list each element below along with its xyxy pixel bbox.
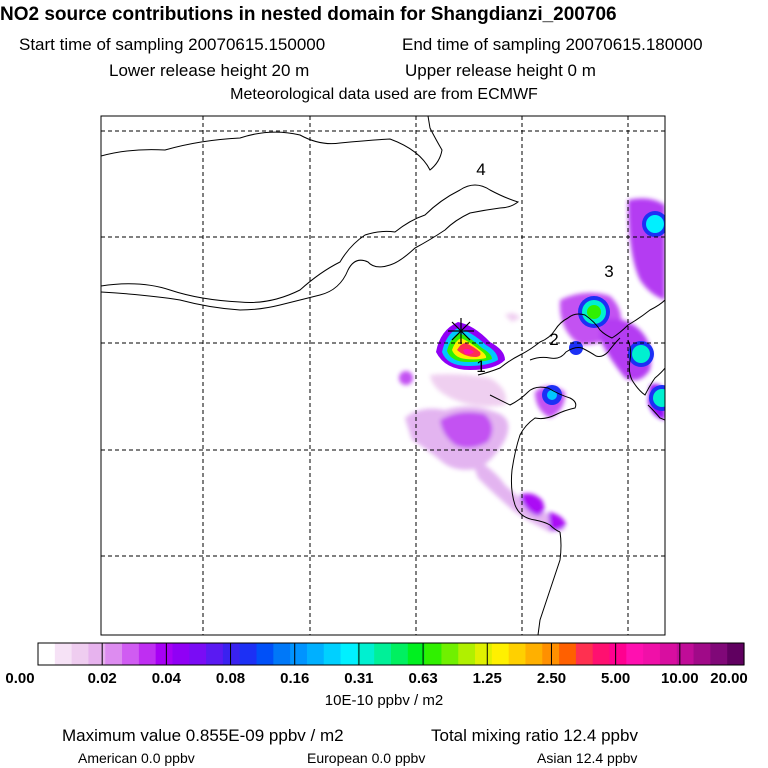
colorbar-segment: [441, 643, 459, 665]
colorbar-segment: [273, 643, 291, 665]
colorbar-segment: [592, 643, 611, 665]
border-mongolia: [101, 184, 520, 311]
region-label-1: 1: [476, 357, 485, 376]
hotspot-ne: [578, 296, 610, 328]
coast-shandong: [489, 386, 577, 533]
border-north: [101, 116, 443, 171]
end-time-label: End time of sampling 20070615.180000: [402, 35, 703, 54]
total-mixing-label: Total mixing ratio 12.4 ppbv: [431, 726, 638, 745]
colorbar-tick-label: 1.25: [472, 670, 502, 687]
colorbar-segment: [626, 643, 644, 665]
met-data-label: Meteorological data used are from ECMWF: [230, 86, 538, 103]
star-cross-icon: [448, 318, 474, 344]
coast-east-korea: [627, 339, 665, 396]
colorbar-segment: [508, 643, 527, 665]
colorbar-segment: [391, 643, 409, 665]
coast-korea-south: [647, 404, 665, 421]
page-title: NO2 source contributions in nested domai…: [0, 4, 617, 25]
colorbar-segment: [407, 643, 426, 665]
colorbar-segment: [105, 643, 123, 665]
hotspot-1: [436, 322, 505, 370]
lat-lon-grid: [101, 116, 665, 635]
colorbar-segment: [643, 643, 661, 665]
plume-se-tip: [548, 512, 566, 531]
colorbar-segment: [727, 643, 745, 665]
colorbar-segment: [122, 643, 140, 665]
colorbar-segment: [693, 643, 711, 665]
max-value-label: Maximum value 0.855E-09 ppbv / m2: [62, 726, 344, 745]
colorbar-segment: [374, 643, 392, 665]
colorbar-segment: [676, 643, 695, 665]
colorbar-tick-label: 2.50: [536, 670, 567, 687]
plume-mid: [430, 374, 506, 407]
concentration-plumes: [399, 198, 665, 532]
region-label-2: 2: [549, 330, 558, 349]
colorbar-segment: [290, 643, 308, 665]
hotspot-corner: [642, 211, 665, 237]
colorbar-segment: [559, 643, 577, 665]
colorbar: [37, 642, 745, 666]
colorbar-segment: [138, 643, 157, 665]
colorbar-tick-label: 5.00: [601, 670, 631, 687]
colorbar-segment: [659, 643, 678, 665]
colorbar-segment: [575, 643, 594, 665]
colorbar-segment: [38, 643, 56, 665]
colorbar-segment: [340, 643, 358, 665]
map-frame: [100, 115, 666, 636]
colorbar-segment: [54, 643, 73, 665]
region-label-4: 4: [476, 160, 485, 179]
asian-contribution: Asian 12.4 ppbv: [537, 750, 638, 766]
colorbar-segment: [491, 643, 510, 665]
colorbar-segment: [256, 643, 274, 665]
colorbar-segment: [357, 643, 375, 665]
lower-release-label: Lower release height 20 m: [109, 61, 310, 80]
colorbar-frame: [37, 642, 745, 666]
colorbar-tick-label: 10.00: [661, 670, 699, 687]
colorbar-segment: [609, 643, 627, 665]
colorbar-segment: [475, 643, 493, 665]
colorbar-segment: [189, 643, 207, 665]
plume-south-core: [440, 412, 493, 448]
colorbar-segment: [525, 643, 543, 665]
colorbar-tick-label: 20.00: [710, 670, 748, 687]
european-contribution: European 0.0 ppbv: [307, 750, 426, 766]
colorbar-tick-label: 0.31: [344, 670, 374, 687]
colorbar-segment: [458, 643, 476, 665]
colorbar-segment: [88, 643, 106, 665]
plume-coast-se: [520, 493, 545, 516]
plume-north-tail: [505, 313, 520, 322]
plume-west-dot: [399, 371, 413, 385]
colorbar-tick-label: 0.16: [280, 670, 310, 687]
coast-yellow-sea: [537, 531, 562, 635]
colorbar-tick-label: 0.00: [5, 670, 35, 687]
hotspot-far-east: [649, 385, 665, 411]
upper-release-label: Upper release height 0 m: [405, 61, 596, 80]
coast-liaodong: [529, 337, 621, 361]
colorbar-tick-label: 0.02: [87, 670, 117, 687]
colorbar-segment: [424, 643, 443, 665]
colorbar-segment: [239, 643, 258, 665]
colorbar-unit: 10E-10 ppbv / m2: [324, 692, 444, 709]
colorbar-segment: [71, 643, 90, 665]
colorbar-segment: [710, 643, 728, 665]
colorbar-segment: [222, 643, 241, 665]
coastlines: [101, 116, 665, 635]
colorbar-segment: [306, 643, 325, 665]
colorbar-segment: [172, 643, 190, 665]
colorbar-tick-label: 0.63: [408, 670, 438, 687]
colorbar-segment: [323, 643, 342, 665]
colorbar-tick-label: 0.08: [215, 670, 246, 687]
start-time-label: Start time of sampling 20070615.150000: [19, 35, 326, 54]
colorbar-tick-label: 0.04: [151, 670, 181, 687]
coast-bohai: [477, 299, 665, 376]
colorbar-segment: [206, 643, 224, 665]
colorbar-segment: [155, 643, 174, 665]
hotspot-east: [628, 341, 654, 367]
hotspot-bay: [542, 385, 562, 405]
region-label-3: 3: [604, 262, 613, 281]
american-contribution: American 0.0 ppbv: [78, 750, 195, 766]
